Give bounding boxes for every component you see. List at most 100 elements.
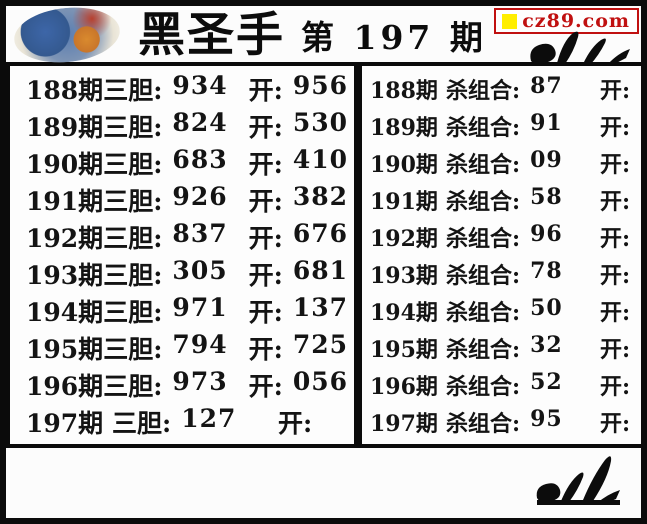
table-row: 191期 杀组合: 58 开: 382: [370, 183, 641, 216]
yellow-square-icon: [502, 13, 518, 29]
site-badge[interactable]: cz89.com: [494, 8, 639, 34]
table-row: 194期 三胆: 971 开: 137: [26, 293, 348, 329]
open-result: 410: [640, 147, 641, 179]
period-label: 194期: [370, 299, 438, 326]
pick-type-label: 三胆:: [112, 408, 172, 438]
pick-type-label: 三胆:: [103, 223, 163, 253]
pick-type-label: 三胆:: [103, 334, 163, 364]
period-label: 190期: [370, 151, 438, 178]
table-row: 196期 杀组合: 52 开: 056: [370, 369, 641, 401]
pick-value: 305: [172, 255, 228, 285]
open-result: 137: [640, 295, 641, 327]
open-result: 382: [640, 184, 641, 216]
open-result: 137: [292, 292, 348, 322]
open-label: 开:: [248, 75, 283, 105]
open-label: 开:: [248, 334, 283, 364]
table-row: 193期 杀组合: 78 开: 681: [370, 257, 641, 290]
period-label: 197期: [26, 408, 104, 438]
open-label: 开:: [248, 371, 283, 401]
open-label: 开:: [600, 114, 631, 141]
table-row: 195期 三胆: 794 开: 725: [26, 330, 348, 366]
pick-type-label: 三胆:: [103, 371, 163, 401]
open-label: 开:: [248, 149, 283, 179]
period-label: 196期: [370, 373, 438, 400]
period-label: 192期: [370, 225, 438, 252]
tables-area: 188期 三胆: 934 开: 956 189期 三胆: 824: [6, 62, 641, 448]
pick-value: 837: [172, 218, 228, 248]
period-label: 191期: [26, 186, 104, 216]
open-label: 开:: [600, 262, 631, 289]
pick-type-label: 三胆:: [103, 260, 163, 290]
pick-type-label: 杀组合:: [446, 299, 521, 326]
open-label: 开:: [248, 112, 283, 142]
header: 黑圣手 第 197 期 cz89.com: [6, 6, 641, 68]
period-label: 192期: [26, 223, 104, 253]
pick-type-label: 杀组合:: [446, 225, 521, 252]
brand-logo-image: [11, 6, 123, 68]
table-row: 195期 杀组合: 32 开: 725: [370, 331, 641, 364]
open-label: 开:: [600, 188, 631, 215]
table-row: 194期 杀组合: 50 开: 137: [370, 294, 641, 327]
open-label: 开:: [248, 186, 283, 216]
pick-value: 824: [172, 107, 228, 137]
pick-type-label: 杀组合:: [446, 410, 521, 437]
pick-value: 91: [530, 109, 563, 136]
table-row: 197期 杀组合: 95 开:: [370, 406, 641, 438]
open-label: 开:: [600, 77, 631, 104]
table-row: 188期 三胆: 934 开: 956: [26, 71, 348, 107]
pick-value: 96: [530, 220, 563, 247]
open-label: 开:: [248, 260, 283, 290]
open-result: 681: [292, 255, 348, 285]
footer: [6, 448, 641, 512]
pick-value: 794: [172, 329, 228, 359]
three-picks-table: 188期 三胆: 934 开: 956 189期 三胆: 824: [6, 62, 358, 448]
pick-type-label: 杀组合:: [446, 114, 521, 141]
title-issue-number: 第 197 期: [301, 18, 487, 57]
table-row: 192期 杀组合: 96 开: 676: [370, 220, 641, 253]
pick-type-label: 杀组合:: [446, 373, 521, 400]
open-label: 开:: [248, 223, 283, 253]
site-badge-label: cz89.com: [522, 10, 630, 32]
pick-value: 32: [530, 331, 563, 358]
pick-value: 127: [181, 403, 237, 433]
open-label: 开:: [600, 225, 631, 252]
period-label: 189期: [370, 114, 438, 141]
table-row: 191期 三胆: 926 开: 382: [26, 182, 348, 218]
pick-type-label: 三胆:: [103, 75, 163, 105]
period-label: 193期: [26, 260, 104, 290]
open-result: 956: [292, 70, 348, 100]
period-label: 193期: [370, 262, 438, 289]
table-row: 189期 杀组合: 91 开: 530: [370, 109, 641, 142]
pick-type-label: 三胆:: [103, 112, 163, 142]
page-title: 黑圣手 第 197 期: [138, 6, 487, 62]
title-brand: 黑圣手: [138, 8, 285, 63]
table-row: 188期 杀组合: 87 开: 956: [370, 73, 641, 105]
pick-type-label: 杀组合:: [446, 188, 521, 215]
open-label: 开:: [600, 299, 631, 326]
period-label: 195期: [370, 336, 438, 363]
open-result: 676: [640, 221, 641, 253]
pick-value: 78: [530, 257, 563, 284]
open-result: 410: [292, 144, 348, 174]
table-row: 192期 三胆: 837 开: 676: [26, 219, 348, 255]
table-row: 190期 杀组合: 09 开: 410: [370, 147, 641, 179]
table-row: 193期 三胆: 305 开: 681: [26, 256, 348, 292]
pick-type-label: 三胆:: [103, 186, 163, 216]
period-label: 196期: [26, 371, 104, 401]
pick-value: 971: [172, 292, 228, 322]
open-result: 956: [640, 73, 641, 105]
table-row: 189期 三胆: 824 开: 530: [26, 108, 348, 144]
period-label: 197期: [370, 410, 438, 437]
pick-value: 683: [172, 144, 228, 174]
open-result: 725: [292, 329, 348, 359]
open-label: 开:: [600, 336, 631, 363]
period-label: 188期: [26, 75, 104, 105]
period-label: 194期: [26, 297, 104, 327]
pick-value: 50: [530, 294, 563, 321]
open-label: 开:: [600, 373, 631, 400]
pick-value: 58: [530, 183, 563, 210]
period-label: 195期: [26, 334, 104, 364]
table-row: 196期 三胆: 973 开: 056: [26, 367, 348, 403]
pick-type-label: 杀组合:: [446, 262, 521, 289]
table-row: 197期 三胆: 127 开:: [26, 404, 348, 440]
